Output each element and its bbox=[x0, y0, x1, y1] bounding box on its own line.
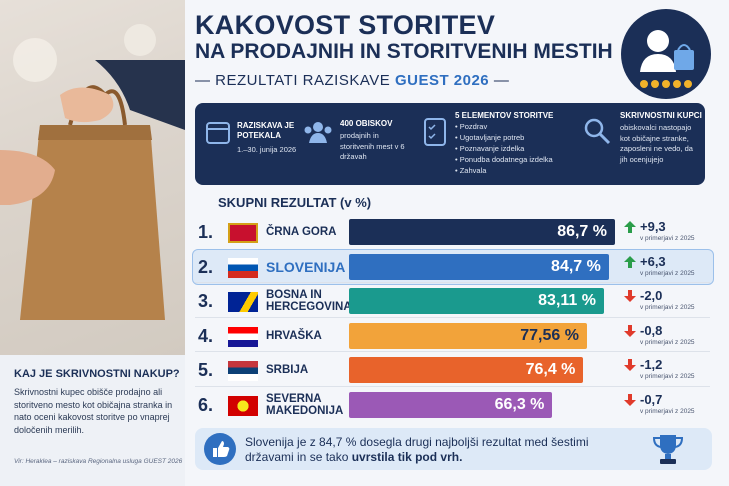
change-label: -0,8 bbox=[640, 322, 663, 338]
change-label: +9,3 bbox=[640, 219, 666, 234]
value-label: 66,3 % bbox=[494, 396, 545, 413]
change-label: -2,0 bbox=[640, 288, 663, 304]
subtitle: — REZULTATI RAZISKAVE GUEST 2026 — bbox=[195, 72, 510, 89]
search-icon bbox=[584, 118, 611, 145]
value-label: 76,4 % bbox=[525, 361, 576, 379]
change-note: v primerjavi z 2025 bbox=[640, 338, 695, 346]
info-text: obiskovalci nastopajo kot običajne stran… bbox=[620, 123, 693, 164]
flag bbox=[228, 396, 258, 416]
change-arrow bbox=[624, 255, 636, 268]
info-title: 400 OBISKOV bbox=[340, 119, 393, 128]
info-item: • Zahvala bbox=[455, 166, 487, 175]
bar: 66,3 % bbox=[349, 392, 553, 418]
subtitle-text: REZULTATI RAZISKAVE bbox=[215, 72, 391, 89]
thumb-icon bbox=[204, 433, 236, 465]
change-arrow bbox=[624, 221, 636, 233]
footer-text: Slovenija je z 84,7 % dosegla drugi najb… bbox=[245, 435, 635, 465]
rank: 2. bbox=[198, 256, 214, 277]
row-divider bbox=[195, 282, 710, 284]
row-divider bbox=[195, 386, 710, 387]
footer-end: . bbox=[459, 450, 463, 464]
chart-title: SKUPNI REZULTAT (v %) bbox=[218, 195, 372, 210]
country-label: HRVAŠKA bbox=[266, 329, 322, 342]
info-item: • Ugotavljanje potreb bbox=[455, 133, 525, 142]
bar: 84,7 % bbox=[349, 253, 609, 280]
info-item: • Poznavanje izdelka bbox=[455, 144, 525, 153]
info-title: RAZISKAVA JE POTEKALA bbox=[237, 121, 295, 140]
rank: 1. bbox=[198, 222, 214, 242]
sidebar-heading: KAJ JE SKRIVNOSTNI NAKUP? bbox=[14, 368, 180, 380]
country-label: SLOVENIJA bbox=[266, 258, 346, 275]
change-note: v primerjavi z 2025 bbox=[640, 269, 695, 277]
flag bbox=[228, 257, 258, 278]
value-label: 77,56 % bbox=[520, 326, 579, 344]
row-divider bbox=[195, 316, 710, 318]
change-note: v primerjavi z 2025 bbox=[640, 373, 695, 381]
title: KAKOVOST STORITEV bbox=[195, 10, 496, 40]
badge-icon bbox=[621, 9, 711, 99]
flag bbox=[228, 292, 258, 313]
change-label: -1,2 bbox=[640, 357, 663, 373]
info-item: • Pozdrav bbox=[455, 122, 488, 131]
flag bbox=[228, 326, 258, 347]
rank: 4. bbox=[198, 325, 214, 346]
sidebar bbox=[0, 355, 185, 486]
change-label: +6,3 bbox=[640, 253, 666, 269]
row-divider bbox=[195, 351, 710, 353]
country-label: BOSNA IN HERCEGOVINA bbox=[266, 289, 352, 314]
change-note: v primerjavi z 2025 bbox=[640, 304, 695, 312]
change-arrow bbox=[624, 394, 636, 406]
rank: 3. bbox=[198, 291, 214, 312]
country-label: ČRNA GORA bbox=[266, 226, 337, 238]
bar: 83,11 % bbox=[349, 288, 604, 315]
checklist-icon bbox=[424, 118, 446, 146]
footer-bold: uvrstila tik pod vrh bbox=[351, 450, 460, 464]
change-note: v primerjavi z 2025 bbox=[640, 235, 695, 242]
info-text: 1.–30. junija 2026 bbox=[237, 145, 297, 154]
title-line2: NA PRODAJNIH IN STORITVENIH MESTIH bbox=[195, 40, 613, 63]
subtitle-highlight: GUEST 2026 bbox=[394, 72, 490, 89]
flag bbox=[228, 361, 258, 382]
trophy-icon bbox=[652, 435, 684, 464]
value-label: 83,11 % bbox=[538, 292, 596, 310]
country-label: SRBIJA bbox=[266, 364, 309, 377]
footer-text-part: Slovenija je z 84,7 % dosegla drugi najb… bbox=[245, 435, 589, 464]
change-arrow bbox=[624, 324, 636, 337]
sidebar-text: Skrivnostni kupec obišče prodajno ali st… bbox=[14, 387, 173, 435]
change-arrow bbox=[624, 359, 636, 372]
people-icon bbox=[304, 122, 332, 143]
change-label: -0,7 bbox=[640, 392, 663, 407]
bar: 86,7 % bbox=[349, 219, 615, 245]
info-title: SKRIVNOSTNI KUPCI bbox=[620, 111, 702, 120]
info-title: 5 ELEMENTOV STORITVE bbox=[455, 111, 554, 120]
source: Vir: Heraklea – raziskava Regionalna usl… bbox=[14, 458, 183, 465]
bag-illustration bbox=[0, 0, 185, 355]
flag bbox=[228, 223, 258, 243]
footer bbox=[195, 428, 712, 470]
rank: 5. bbox=[198, 360, 214, 381]
rank: 6. bbox=[198, 395, 214, 415]
bar: 77,56 % bbox=[349, 322, 587, 349]
change-note: v primerjavi z 2025 bbox=[640, 408, 695, 415]
change-arrow bbox=[624, 290, 636, 303]
calendar-icon bbox=[206, 122, 230, 144]
info-panel: RAZISKAVA JE POTEKALA 1.–30. junija 2026… bbox=[195, 103, 705, 185]
value-label: 84,7 % bbox=[551, 257, 601, 275]
photo bbox=[0, 0, 185, 355]
country-label: SEVERNA MAKEDONIJA bbox=[266, 393, 344, 417]
bar: 76,4 % bbox=[349, 357, 584, 384]
info-text: prodajnih in storitvenih mest v 6 država… bbox=[340, 131, 405, 161]
info-item: • Ponudba dodatnega izdelka bbox=[455, 155, 553, 164]
value-label: 86,7 % bbox=[557, 223, 607, 240]
